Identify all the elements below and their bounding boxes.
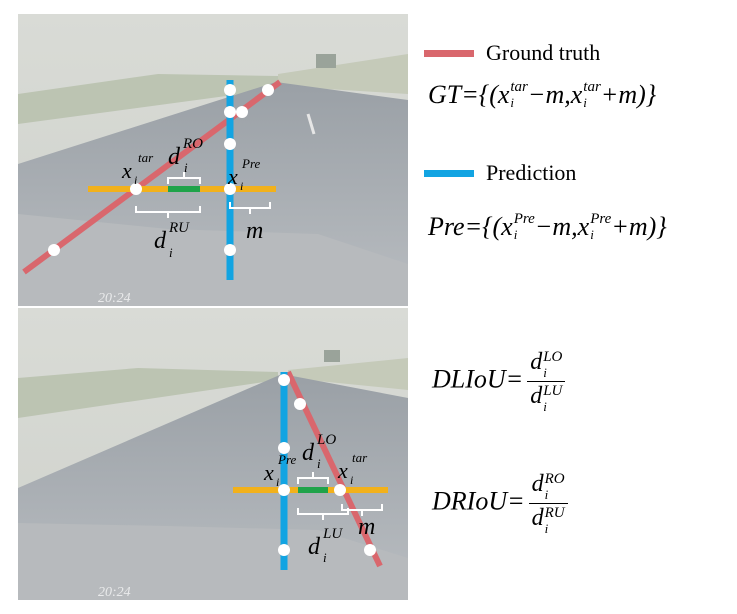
gt-formula: GT={(x tar i −m,x tar i +m)} — [428, 79, 657, 110]
pred-point — [278, 374, 290, 386]
svg-text:x: x — [263, 460, 274, 485]
d-ro-label: d RO i — [168, 136, 203, 175]
pred-point — [278, 442, 290, 454]
svg-text:x: x — [121, 158, 132, 183]
timestamp: 20:24 — [98, 291, 131, 306]
d-lo-label: d LO i — [302, 432, 336, 471]
svg-text:Pre: Pre — [241, 156, 261, 171]
road-sign — [316, 54, 336, 68]
gt-point — [130, 183, 142, 195]
d-lu-label: d LU i — [308, 526, 343, 565]
svg-text:x: x — [337, 458, 348, 483]
ground-truth-swatch — [424, 49, 474, 57]
svg-text:d: d — [154, 228, 167, 254]
timestamp: 20:24 — [98, 585, 131, 600]
svg-text:LU: LU — [322, 526, 343, 542]
svg-text:RO: RO — [182, 136, 203, 152]
embankment — [278, 54, 408, 94]
gt-point — [364, 544, 376, 556]
svg-text:i: i — [240, 179, 243, 193]
pred-point — [278, 544, 290, 556]
x-pre-label: x Pre i — [263, 452, 297, 489]
car-hood — [18, 523, 408, 600]
svg-text:i: i — [350, 473, 353, 487]
gt-point — [48, 244, 60, 256]
pre-formula: Pre={(x Pre i −m,x Pre i +m)} — [428, 211, 667, 242]
svg-text:i: i — [323, 550, 327, 565]
treeline — [18, 368, 278, 418]
m-label: m — [246, 218, 263, 244]
top-road-panel: 20:24 x tar i d RO i — [18, 14, 408, 306]
svg-text:i: i — [184, 160, 188, 175]
prediction-label: Prediction — [486, 160, 577, 185]
embankment — [288, 358, 408, 390]
x-pre-label: x Pre i — [227, 156, 261, 193]
gt-point — [262, 84, 274, 96]
svg-text:d: d — [308, 534, 321, 560]
svg-text:LO: LO — [316, 432, 336, 448]
m-bracket — [229, 202, 271, 214]
top-diagram: 20:24 x tar i d RO i — [18, 14, 408, 306]
m-label: m — [358, 514, 375, 540]
svg-text:i: i — [317, 456, 321, 471]
pred-point — [224, 84, 236, 96]
x-tar-label: x tar i — [337, 450, 368, 487]
driou-formula: DRIoU= d RO i d RU i — [432, 471, 568, 535]
pred-point — [224, 183, 236, 195]
pred-point — [224, 244, 236, 256]
gt-point — [334, 484, 346, 496]
svg-text:Pre: Pre — [277, 452, 297, 467]
svg-text:tar: tar — [352, 450, 368, 465]
pred-point — [224, 106, 236, 118]
gt-point — [236, 106, 248, 118]
d-ro-bracket — [167, 172, 201, 184]
svg-text:i: i — [134, 173, 137, 187]
svg-text:tar: tar — [138, 150, 154, 165]
d-ru-label: d RU i — [154, 220, 190, 260]
x-tar-label: x tar i — [121, 150, 154, 187]
treeline — [18, 74, 278, 124]
bottom-diagram: 20:24 d LO i x Pre i x — [18, 308, 408, 600]
car-hood — [18, 214, 408, 306]
d-lo-bracket — [297, 472, 329, 484]
lane-marking — [306, 113, 316, 135]
svg-text:d: d — [168, 144, 181, 170]
road-sign — [324, 350, 340, 362]
pred-point — [278, 484, 290, 496]
dliou-formula: DLIoU= d LO i d LU i — [432, 349, 566, 413]
svg-text:i: i — [276, 475, 279, 489]
bottom-road-panel: 20:24 d LO i x Pre i x — [18, 308, 408, 600]
svg-text:i: i — [169, 245, 173, 260]
legend-prediction: Prediction — [424, 160, 576, 186]
pred-point — [224, 138, 236, 150]
svg-text:RU: RU — [168, 220, 190, 236]
d-ru-bracket — [135, 206, 201, 218]
ground-truth-label: Ground truth — [486, 40, 601, 65]
m-bracket — [341, 504, 383, 516]
gt-point — [294, 398, 306, 410]
prediction-swatch — [424, 169, 474, 177]
svg-text:x: x — [227, 164, 238, 189]
legend-ground-truth: Ground truth — [424, 40, 600, 66]
svg-text:d: d — [302, 440, 315, 466]
